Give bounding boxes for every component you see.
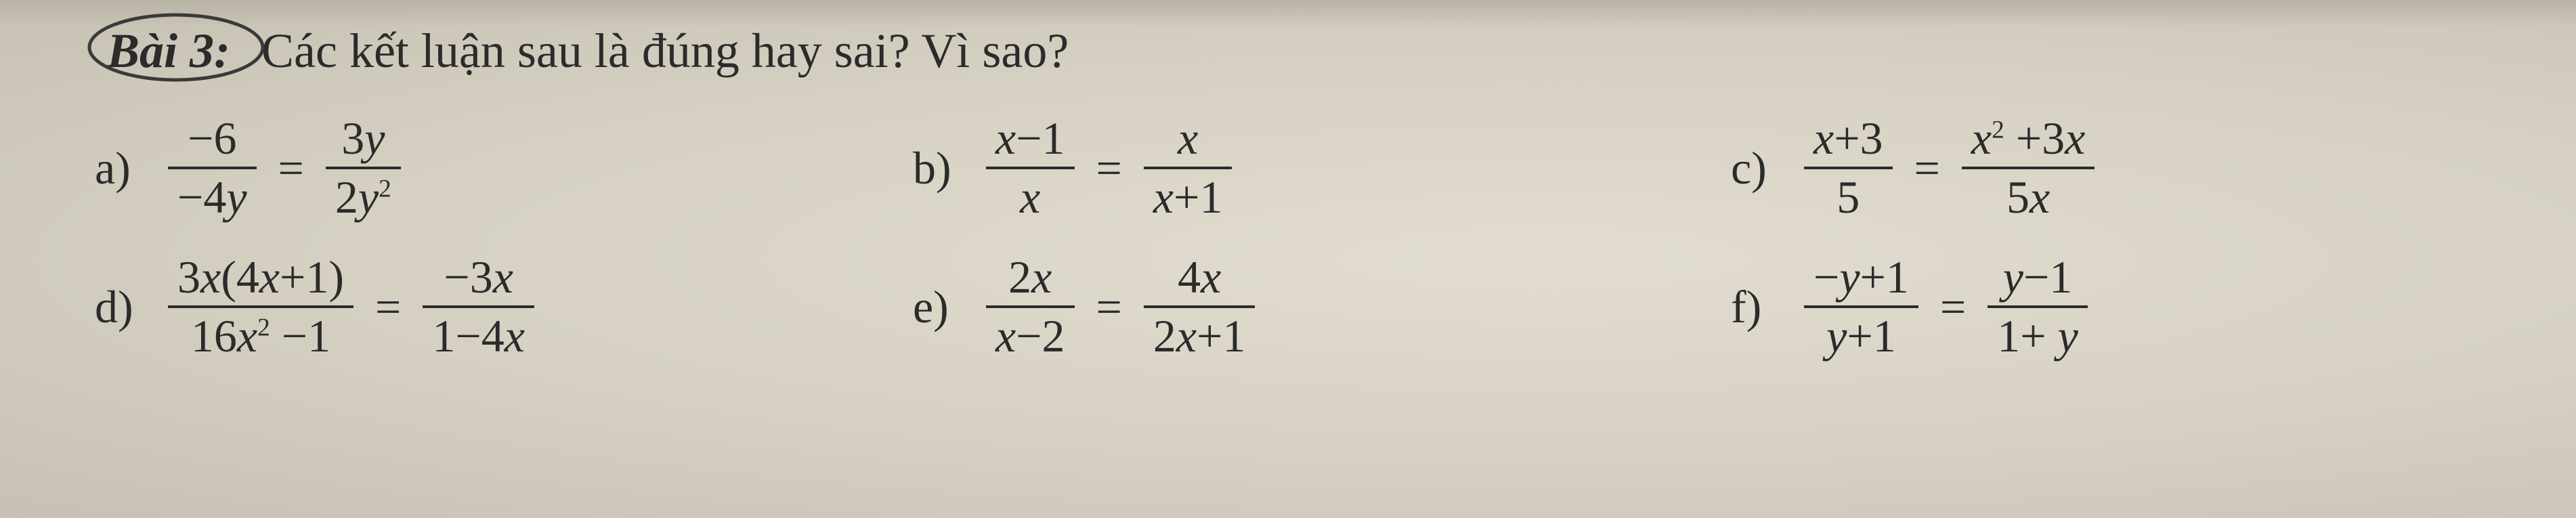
denominator: x: [1010, 173, 1050, 221]
equation: −6 −4y = 3y 2y2: [168, 114, 401, 222]
equation: 2x x−2 = 4x 2x+1: [986, 253, 1255, 361]
problem-label: c): [1731, 142, 1785, 195]
fraction-left: x−1 x: [986, 114, 1075, 222]
denominator: 2x+1: [1144, 312, 1255, 360]
numerator: x: [1168, 114, 1207, 163]
title-row: Bài 3: Các kết luận sau là đúng hay sai?…: [95, 20, 2522, 87]
numerator: x+3: [1804, 114, 1893, 163]
equals-sign: =: [1092, 280, 1126, 334]
fraction-bar: [986, 305, 1075, 308]
numerator: −y+1: [1804, 253, 1918, 301]
equals-sign: =: [1910, 142, 1944, 195]
numerator: y−1: [1994, 253, 2082, 301]
fraction-left: x+3 5: [1804, 114, 1893, 222]
fraction-bar: [1144, 305, 1255, 308]
problem-a: a) −6 −4y = 3y 2y2: [95, 114, 886, 222]
equation: x+3 5 = x2 +3x 5x: [1804, 114, 2095, 222]
fraction-left: −y+1 y+1: [1804, 253, 1918, 361]
denominator: 16x2 −1: [181, 312, 340, 360]
exercise-page: Bài 3: Các kết luận sau là đúng hay sai?…: [0, 0, 2576, 518]
denominator: 5: [1827, 173, 1869, 221]
problem-e: e) 2x x−2 = 4x 2x+1: [913, 253, 1704, 361]
problem-b: b) x−1 x = x x+1: [913, 114, 1704, 222]
fraction-right: −3x 1−4x: [423, 253, 534, 361]
numerator: 3y: [332, 114, 394, 163]
fraction-left: 3x(4x+1) 16x2 −1: [168, 253, 353, 361]
problem-label: a): [95, 142, 149, 195]
equation: 3x(4x+1) 16x2 −1 = −3x 1−4x: [168, 253, 534, 361]
denominator: 1+ y: [1988, 312, 2088, 360]
fraction-left: −6 −4y: [168, 114, 257, 222]
equation: x−1 x = x x+1: [986, 114, 1232, 222]
problem-label: e): [913, 280, 967, 334]
denominator: 5x: [1997, 173, 2059, 221]
fraction-bar: [1144, 167, 1232, 169]
fraction-bar: [168, 167, 257, 169]
problem-label: f): [1731, 280, 1785, 334]
numerator: 4x: [1168, 253, 1230, 301]
equals-sign: =: [371, 280, 405, 334]
problem-c: c) x+3 5 = x2 +3x 5x: [1731, 114, 2522, 222]
fraction-bar: [168, 305, 353, 308]
equals-sign: =: [1092, 142, 1126, 195]
problem-label: b): [913, 142, 967, 195]
fraction-right: y−1 1+ y: [1988, 253, 2088, 361]
problems-grid: a) −6 −4y = 3y 2y2 b) x−1: [95, 114, 2522, 361]
fraction-right: x2 +3x 5x: [1962, 114, 2095, 222]
numerator: x−1: [986, 114, 1075, 163]
fraction-right: 3y 2y2: [326, 114, 401, 222]
title-label-circle: Bài 3:: [95, 20, 242, 87]
problem-f: f) −y+1 y+1 = y−1 1+ y: [1731, 253, 2522, 361]
denominator: y+1: [1817, 312, 1906, 360]
fraction-left: 2x x−2: [986, 253, 1075, 361]
fraction-bar: [1962, 167, 2095, 169]
equals-sign: =: [1936, 280, 1970, 334]
denominator: 1−4x: [423, 312, 534, 360]
fraction-bar: [423, 305, 534, 308]
equation: −y+1 y+1 = y−1 1+ y: [1804, 253, 2088, 361]
fraction-bar: [1988, 305, 2088, 308]
numerator: 3x(4x+1): [168, 253, 353, 301]
denominator: x−2: [986, 312, 1075, 360]
exercise-question: Các kết luận sau là đúng hay sai? Vì sao…: [261, 23, 1069, 79]
equals-sign: =: [274, 142, 308, 195]
numerator: −3x: [434, 253, 523, 301]
fraction-right: x x+1: [1144, 114, 1232, 222]
fraction-right: 4x 2x+1: [1144, 253, 1255, 361]
exercise-number: Bài 3:: [107, 24, 230, 78]
fraction-bar: [986, 167, 1075, 169]
fraction-bar: [1804, 305, 1918, 308]
denominator: 2y2: [326, 173, 401, 221]
fraction-bar: [1804, 167, 1893, 169]
numerator: 2x: [999, 253, 1061, 301]
fraction-bar: [326, 167, 401, 169]
problem-d: d) 3x(4x+1) 16x2 −1 = −3x 1−4x: [95, 253, 886, 361]
problem-label: d): [95, 280, 149, 334]
denominator: x+1: [1144, 173, 1232, 221]
numerator: x2 +3x: [1962, 114, 2095, 163]
numerator: −6: [178, 114, 246, 163]
denominator: −4y: [168, 173, 257, 221]
